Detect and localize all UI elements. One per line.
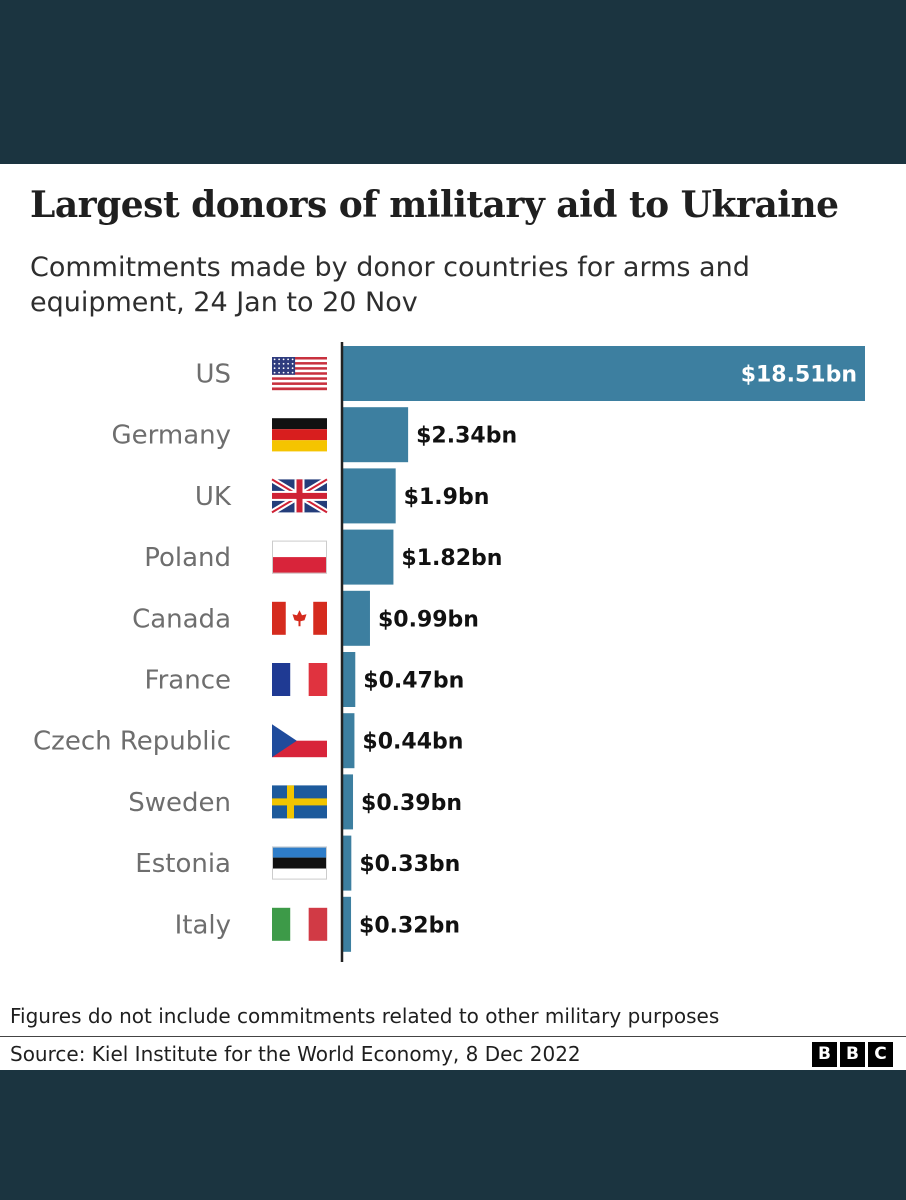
- bar: [342, 590, 370, 646]
- bar: [342, 896, 352, 952]
- poland-flag-icon: [272, 540, 327, 574]
- france-flag-icon: [272, 663, 328, 696]
- canada-flag-icon: [272, 601, 327, 635]
- source-note: Source: Kiel Institute for the World Eco…: [10, 1042, 581, 1066]
- value-label: $0.39bn: [361, 791, 462, 816]
- category-label: Estonia: [135, 849, 231, 879]
- value-label: $1.9bn: [404, 485, 490, 510]
- bar-chart: US $18.51bn Germany $2.34bn UK $1.9bn Poland $1…: [0, 342, 906, 967]
- category-label: France: [145, 666, 231, 696]
- category-label: Germany: [111, 421, 231, 451]
- footer-divider: [0, 1036, 906, 1037]
- bar: [342, 774, 354, 830]
- bbc-logo-letter: B: [840, 1042, 865, 1067]
- value-label: $0.33bn: [359, 852, 460, 877]
- category-label: Poland: [144, 543, 231, 573]
- value-label: $0.47bn: [363, 669, 464, 694]
- bar: [342, 346, 865, 401]
- category-label: Canada: [132, 604, 231, 634]
- chart-subtitle: Commitments made by donor countries for …: [30, 252, 750, 318]
- bar: [342, 835, 352, 891]
- bar: [342, 529, 394, 585]
- category-label: UK: [195, 482, 232, 512]
- footnote: Figures do not include commitments relat…: [10, 1004, 720, 1028]
- estonia-flag-icon: [272, 846, 327, 880]
- bar: [342, 652, 356, 707]
- bar: [342, 713, 355, 769]
- value-label: $0.44bn: [362, 730, 463, 755]
- bar: [342, 468, 396, 524]
- sweden-flag-icon: [272, 785, 327, 819]
- uk-flag-icon: [270, 476, 329, 515]
- category-label: Czech Republic: [33, 727, 231, 757]
- czech-flag-icon: [272, 724, 327, 758]
- bbc-logo: B B C: [812, 1042, 893, 1067]
- bar-chart-svg: US $18.51bn Germany $2.34bn UK $1.9bn Poland $1…: [33, 342, 865, 962]
- value-label: $1.82bn: [401, 546, 502, 571]
- italy-flag-icon: [272, 907, 328, 941]
- germany-flag-icon: [272, 418, 327, 452]
- category-label: US: [195, 360, 231, 390]
- category-label: Italy: [175, 910, 231, 940]
- us-flag-icon: [272, 357, 327, 391]
- value-label: $0.32bn: [359, 913, 460, 938]
- bbc-logo-letter: B: [812, 1042, 837, 1067]
- value-label: $2.34bn: [416, 424, 517, 449]
- value-label: $0.99bn: [378, 607, 479, 632]
- bar: [342, 407, 409, 463]
- chart-card: Largest donors of military aid to Ukrain…: [0, 164, 906, 1070]
- category-label: Sweden: [128, 788, 231, 818]
- bbc-logo-letter: C: [868, 1042, 893, 1067]
- value-label: $18.51bn: [741, 363, 857, 388]
- chart-title: Largest donors of military aid to Ukrain…: [30, 184, 839, 226]
